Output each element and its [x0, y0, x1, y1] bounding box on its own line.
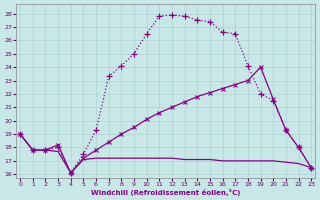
X-axis label: Windchill (Refroidissement éolien,°C): Windchill (Refroidissement éolien,°C) — [91, 189, 240, 196]
